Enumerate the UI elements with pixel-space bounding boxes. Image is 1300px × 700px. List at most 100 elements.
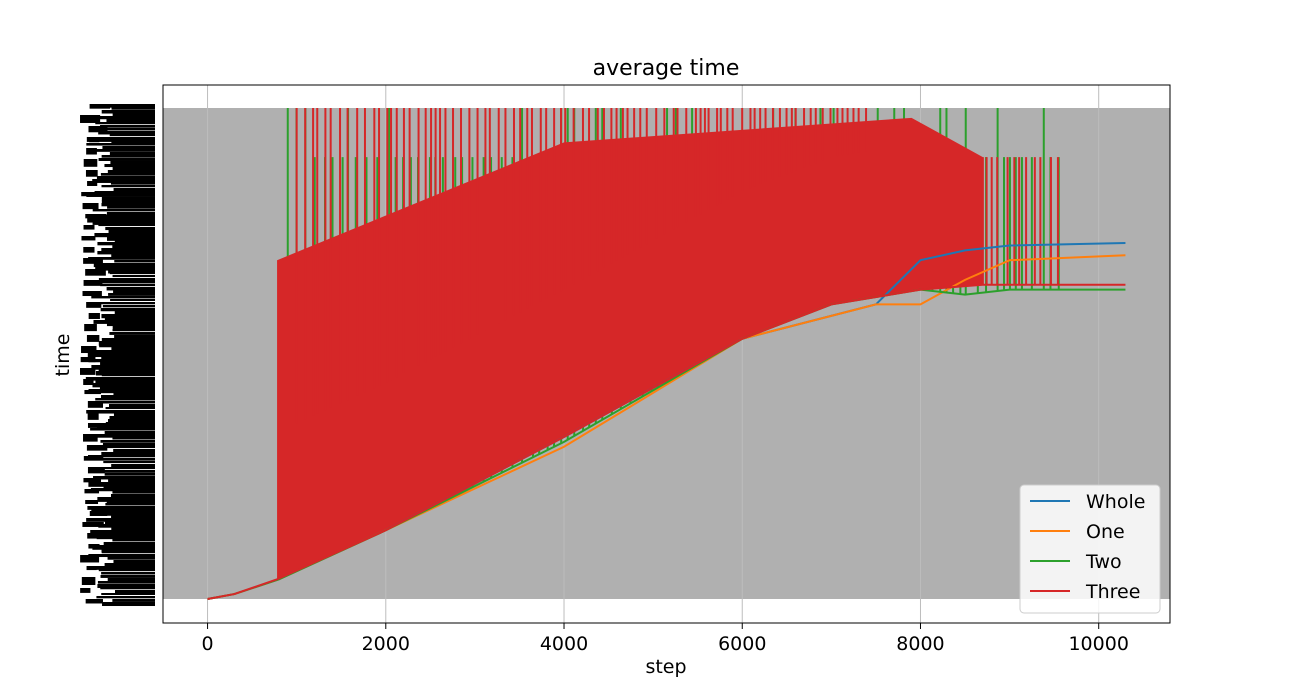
legend-label-three: Three [1085, 581, 1140, 603]
y-tick-label-scribble [87, 218, 155, 223]
y-tick-label-scribble [88, 482, 155, 487]
y-tick-label-scribble [95, 380, 155, 384]
y-tick-label-scribble [102, 458, 155, 461]
y-tick-label-scribble [86, 302, 102, 308]
y-tick-label-scribble [93, 263, 155, 268]
y-tick-label-scribble [101, 374, 155, 377]
y-tick-label-scribble [111, 140, 155, 144]
y-tick-label-scribble [95, 350, 155, 354]
y-tick-label-scribble [107, 170, 155, 175]
y-tick-label-scribble [88, 257, 155, 260]
y-tick-label-scribble [108, 230, 155, 234]
y-tick-label-scribble [86, 143, 155, 146]
y-tick-label-scribble [97, 584, 155, 588]
y-tick-label-scribble [112, 539, 155, 542]
y-tick-label-scribble [87, 455, 155, 458]
y-tick-label-scribble [101, 356, 155, 361]
y-tick-label-scribble [91, 365, 155, 370]
y-tick-label-scribble [101, 314, 155, 319]
y-tick-label-scribble [95, 398, 155, 401]
plot-area [162, 84, 1171, 624]
y-tick-label-scribble [99, 386, 155, 390]
y-tick-label-scribble [91, 509, 155, 514]
y-tick-label-scribble [104, 473, 155, 476]
y-tick-label-scribble [96, 176, 155, 180]
y-tick-label-scribble [98, 368, 155, 373]
y-tick-label-scribble [100, 125, 155, 128]
y-tick-label-scribble [86, 518, 155, 522]
series-layer [207, 108, 1126, 600]
y-tick-label-scribble [82, 203, 99, 210]
y-tick-label-scribble [93, 320, 155, 324]
y-tick-label-scribble [100, 440, 155, 443]
x-axis-label: step [645, 656, 686, 678]
y-tick-label-scribble [104, 563, 155, 568]
y-tick-label-scribble [85, 500, 99, 505]
y-tick-label-scribble [100, 308, 155, 312]
y-tick-label-scribble [113, 449, 155, 454]
y-tick-label-scribble [105, 446, 155, 449]
y-tick-label-scribble [104, 317, 155, 322]
y-tick-label-scribble [112, 113, 155, 118]
y-tick-label-scribble [112, 599, 155, 602]
y-tick-label-scribble [87, 353, 155, 358]
y-tick-label-scribble [80, 588, 91, 593]
y-tick-label-scribble [88, 434, 155, 438]
y-tick-label-scribble [83, 379, 94, 385]
y-tick-label-scribble [80, 368, 96, 375]
y-tick-label-scribble [83, 258, 103, 264]
y-tick-label-scribble [114, 311, 155, 316]
y-tick-label-scribble [109, 332, 155, 335]
x-tick-label: 10000 [1068, 633, 1128, 655]
y-tick-label-scribble [106, 512, 155, 516]
y-tick-label-scribble [86, 137, 155, 142]
y-tick-label-scribble [86, 410, 155, 414]
legend-box [1019, 484, 1161, 614]
y-tick-label-scribble [89, 281, 155, 284]
y-tick-label-scribble [83, 280, 103, 286]
y-tick-label-scribble [83, 225, 95, 230]
y-tick-label-scribble [100, 575, 155, 578]
y-tick-label-scribble [101, 338, 155, 342]
y-tick-label-scribble [87, 401, 104, 408]
y-tick-label-scribble [112, 245, 155, 250]
y-tick-label-scribble [87, 412, 99, 420]
y-tick-label-scribble [109, 272, 155, 275]
y-tick-label-scribble [88, 389, 155, 394]
y-tick-label-scribble [110, 494, 155, 499]
y-tick-label-scribble [106, 119, 155, 124]
y-tick-label-scribble [101, 155, 155, 158]
y-tick-label-scribble [113, 413, 155, 417]
y-tick-label-scribble [97, 251, 155, 255]
y-tick-label-scribble [88, 554, 155, 558]
y-tick-label-scribble [97, 116, 155, 120]
y-tick-label-scribble [101, 200, 155, 205]
y-tick-label-scribble [114, 335, 155, 339]
y-tick-label-scribble [80, 357, 96, 363]
y-tick-label-scribble [98, 278, 155, 283]
y-tick-label-scribble [92, 383, 155, 388]
y-tick-label-scribble [113, 560, 155, 564]
y-tick-label-scribble [112, 491, 155, 494]
y-tick-label-scribble [101, 551, 155, 554]
y-tick-label-scribble [94, 401, 155, 404]
legend-label-whole: Whole [1086, 491, 1145, 513]
y-tick-label-scribble [88, 126, 108, 133]
y-tick-label-scribble [111, 107, 155, 110]
y-tick-label-scribble [110, 182, 155, 185]
y-tick-label-scribble [90, 530, 155, 535]
y-tick-label-scribble [97, 497, 155, 502]
y-tick-label-scribble [89, 137, 100, 143]
y-tick-label-scribble [100, 104, 155, 108]
y-tick-label-scribble [111, 515, 155, 520]
y-tick-label-scribble [114, 590, 155, 594]
y-tick-label-scribble [81, 236, 96, 241]
y-tick-label-scribble [106, 287, 155, 291]
y-axis-label: time [52, 334, 74, 377]
y-tick-label-scribble [107, 206, 155, 209]
y-tick-label-scribble [82, 291, 102, 297]
y-tick-label-scribble [92, 179, 155, 183]
y-tick-label-scribble [87, 533, 105, 539]
y-tick-label-scribble [101, 452, 155, 456]
y-tick-label-scribble [92, 221, 155, 225]
